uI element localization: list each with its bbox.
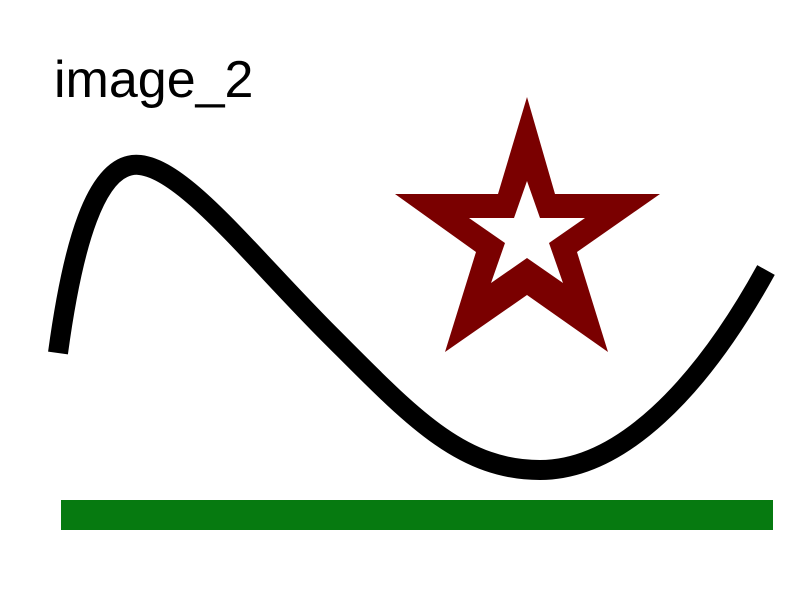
green-bar — [61, 500, 773, 530]
star-inner — [469, 181, 585, 283]
image-title: image_2 — [54, 51, 254, 109]
wave-curve — [48, 154, 775, 480]
